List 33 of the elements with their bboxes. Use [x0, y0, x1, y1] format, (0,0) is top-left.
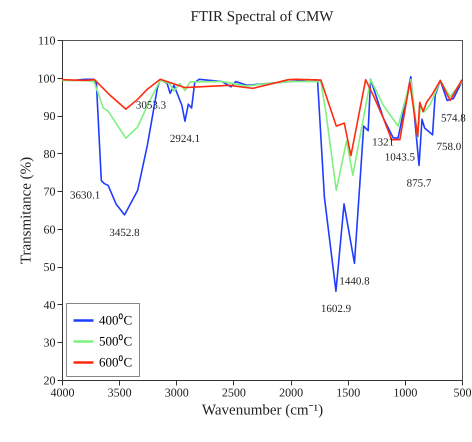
annotation: 758.0 [436, 140, 462, 153]
legend-label: 500⁰C [99, 334, 132, 348]
y-tick-label: 60 [44, 222, 56, 236]
x-tick-label: 3500 [108, 386, 132, 400]
y-tick-label: 50 [44, 260, 56, 274]
y-axis-title: Transmitance (%) [18, 156, 34, 264]
annotation: 2924.1 [170, 133, 200, 146]
x-tick-label: 500 [454, 386, 472, 400]
x-tick-label: 2500 [222, 386, 246, 400]
x-tick-label: 1500 [336, 386, 360, 400]
y-tick-label: 70 [44, 184, 56, 199]
legend-label: 600⁰C [99, 354, 132, 370]
y-tick-label: 110 [38, 34, 56, 48]
y-tick-label: 30 [44, 336, 56, 350]
x-tick-label: 1000 [393, 386, 418, 400]
annotation: 875.7 [406, 177, 432, 190]
y-tick-label: 80 [44, 146, 56, 161]
annotation: 3452.8 [109, 226, 140, 239]
y-tick-label: 40 [44, 298, 56, 312]
y-tick-label: 20 [44, 374, 56, 388]
x-tick-label: 3000 [164, 386, 189, 400]
x-tick-label: 2000 [279, 386, 304, 400]
y-tick-label: 100 [38, 71, 56, 86]
annotation: 3630.1 [70, 190, 100, 202]
x-tick-label: 4000 [50, 386, 74, 400]
annotation: 1602.9 [320, 303, 352, 316]
x-axis-title: Wavenumber (cm⁻¹) [202, 402, 324, 418]
legend-label: 400⁰C [99, 312, 132, 328]
annotation: 1043.5 [384, 152, 416, 164]
annotation: 1321 [372, 136, 394, 149]
chart-title: FTIR Spectral of CMW [190, 9, 334, 25]
annotation: 1440.8 [339, 275, 370, 288]
y-tick-label: 90 [44, 109, 56, 124]
